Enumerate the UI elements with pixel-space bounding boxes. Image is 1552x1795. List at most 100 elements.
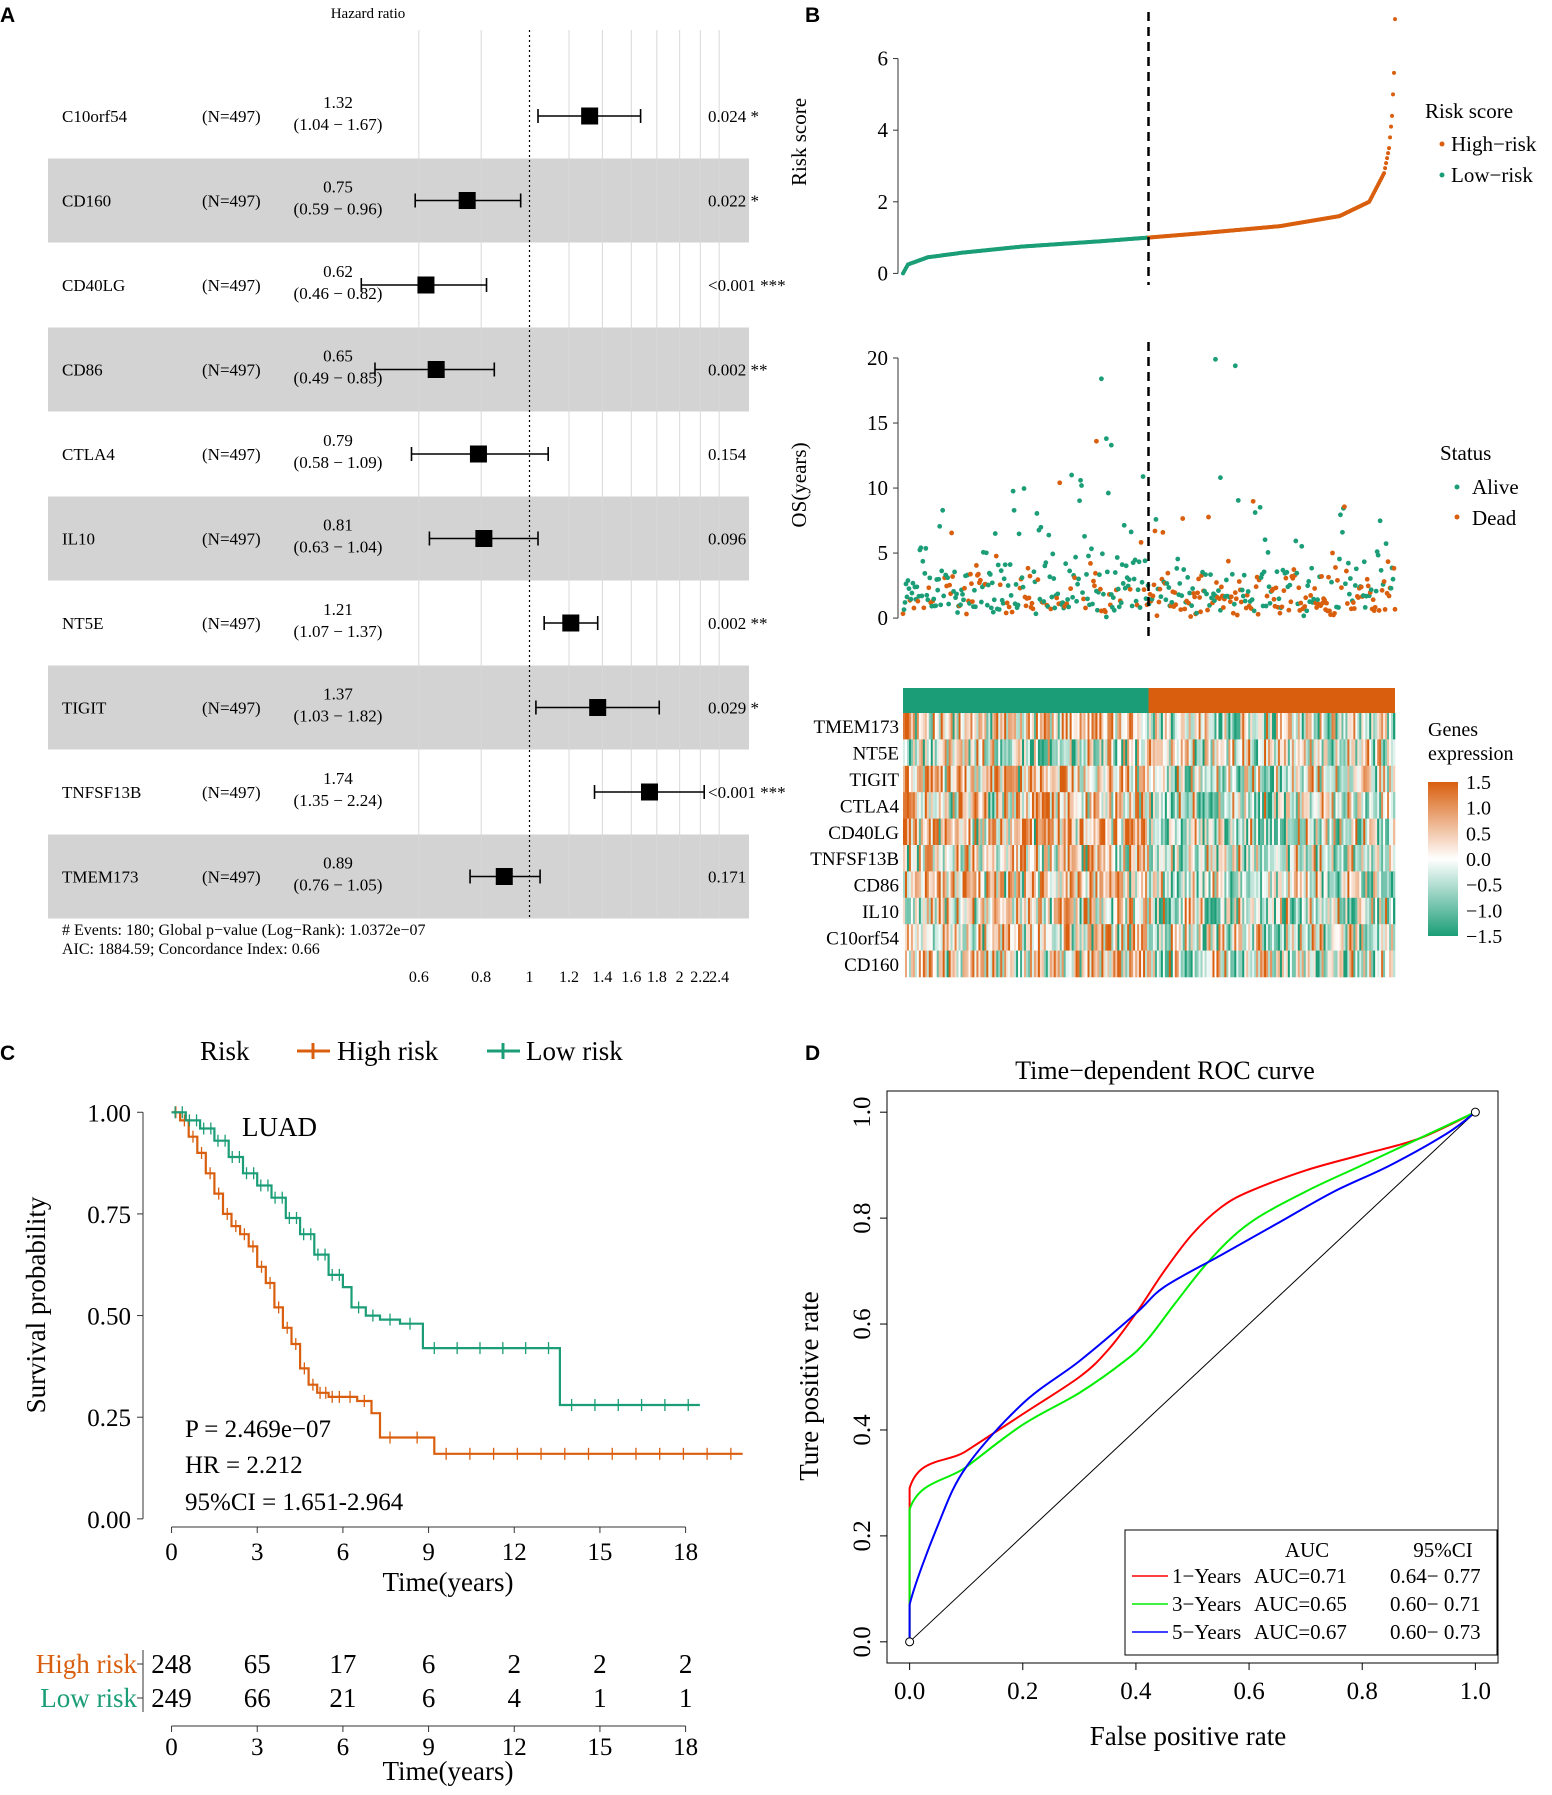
heat-cell: [964, 924, 967, 951]
heat-cell: [1156, 950, 1160, 978]
heat-cell: [1172, 739, 1176, 767]
os-point-alive: [946, 601, 952, 607]
os-point-alive: [1051, 576, 1057, 581]
heat-cell: [1152, 871, 1156, 899]
heat-cell: [1343, 765, 1346, 793]
risk-score-point-high: [1388, 135, 1393, 140]
heat-cell: [1135, 950, 1138, 978]
heat-cell: [1327, 924, 1330, 951]
os-point-alive: [1052, 605, 1058, 611]
heat-cell: [1087, 871, 1090, 899]
heat-cell: [1160, 845, 1164, 872]
heat-cell: [1351, 739, 1354, 767]
os-point-alive: [1257, 504, 1263, 510]
heat-cell: [1246, 924, 1249, 951]
heat-cell: [980, 845, 983, 872]
heat-cell: [1198, 765, 1201, 793]
heat-cell: [1299, 739, 1303, 767]
heat-cell: [1335, 924, 1338, 951]
heat-cell: [1363, 765, 1366, 793]
heat-cell: [1361, 950, 1364, 978]
heat-cell: [1295, 845, 1299, 872]
km-y-tick-label: 0.50: [87, 1304, 131, 1331]
heat-cell: [1152, 897, 1156, 925]
heat-cell: [1043, 818, 1047, 846]
heat-cell: [1121, 792, 1124, 819]
heat-cell: [1137, 818, 1140, 846]
forest-gene-label: NT5E: [62, 614, 104, 633]
heat-cell: [1168, 765, 1172, 793]
os-point-alive: [1090, 601, 1095, 607]
heat-cell: [1383, 897, 1386, 925]
heat-cell: [1297, 950, 1301, 978]
heat-cell: [916, 713, 920, 740]
heat-cell: [1208, 845, 1211, 872]
os-point-alive: [1223, 577, 1229, 583]
heat-cell: [948, 897, 951, 925]
heat-cell: [1357, 897, 1360, 925]
km-annotation: LUAD: [242, 1112, 317, 1142]
heat-cell: [1020, 713, 1023, 740]
heat-cell: [1184, 845, 1187, 872]
heat-cell: [1381, 950, 1384, 978]
heat-cell: [1301, 792, 1305, 819]
heat-cell: [1266, 792, 1269, 819]
roc-plot-frame: [886, 1090, 1499, 1664]
heat-cell: [1220, 739, 1223, 767]
heat-cell: [1385, 713, 1388, 740]
heat-cell: [1273, 792, 1277, 819]
heat-cell: [1018, 845, 1021, 872]
heat-cell: [1174, 845, 1178, 872]
heat-cell: [1216, 792, 1219, 819]
heat-cell: [1353, 924, 1356, 951]
forest-gene-label: CD160: [62, 192, 111, 211]
heat-cell: [1216, 950, 1219, 978]
heat-cell: [1206, 792, 1209, 819]
heat-cell: [1329, 845, 1332, 872]
heat-cell: [940, 792, 943, 819]
heat-cell: [1234, 765, 1237, 793]
os-point-dead: [1381, 579, 1387, 584]
panel-label-c: C: [0, 1042, 15, 1065]
heat-cell: [918, 845, 922, 872]
heat-cell: [1244, 765, 1247, 793]
heat-cell: [1281, 739, 1285, 767]
heat-cell: [942, 792, 945, 819]
heat-cell: [986, 845, 989, 872]
heat-cell: [1206, 950, 1209, 978]
heat-cell: [1256, 950, 1259, 978]
heat-cell: [908, 792, 912, 819]
heat-cell: [962, 871, 965, 899]
heat-cell: [1158, 897, 1162, 925]
heat-cell: [1020, 950, 1023, 978]
heat-cell: [1341, 924, 1344, 951]
heat-cell: [1065, 924, 1068, 951]
heat-cell: [1246, 739, 1249, 767]
heat-cell: [1079, 818, 1082, 846]
heat-cell: [1063, 739, 1066, 767]
heat-cell: [1182, 871, 1186, 899]
heat-cell: [1275, 924, 1279, 951]
heat-cell: [946, 739, 949, 767]
heat-cell: [1391, 818, 1394, 846]
heat-cell: [1113, 871, 1116, 899]
heat-cell: [1006, 950, 1009, 978]
heat-cell: [1301, 871, 1305, 899]
heat-cell: [924, 897, 928, 925]
heat-cell: [944, 845, 947, 872]
heat-cell: [1275, 739, 1279, 767]
heat-cell: [1149, 739, 1152, 767]
heat-cell: [1000, 792, 1003, 819]
heat-cell: [982, 713, 985, 740]
os-point-dead: [1370, 597, 1376, 603]
heat-cell: [1337, 845, 1340, 872]
heat-cell: [1287, 792, 1291, 819]
heat-cell: [1248, 897, 1251, 925]
heat-cell: [1359, 871, 1362, 899]
heat-cell: [1214, 845, 1217, 872]
heat-cell: [1089, 818, 1092, 846]
os-point-alive: [1142, 558, 1148, 564]
heat-cell: [1057, 845, 1061, 872]
os-point-alive: [1231, 601, 1237, 607]
heat-cell: [932, 739, 936, 767]
